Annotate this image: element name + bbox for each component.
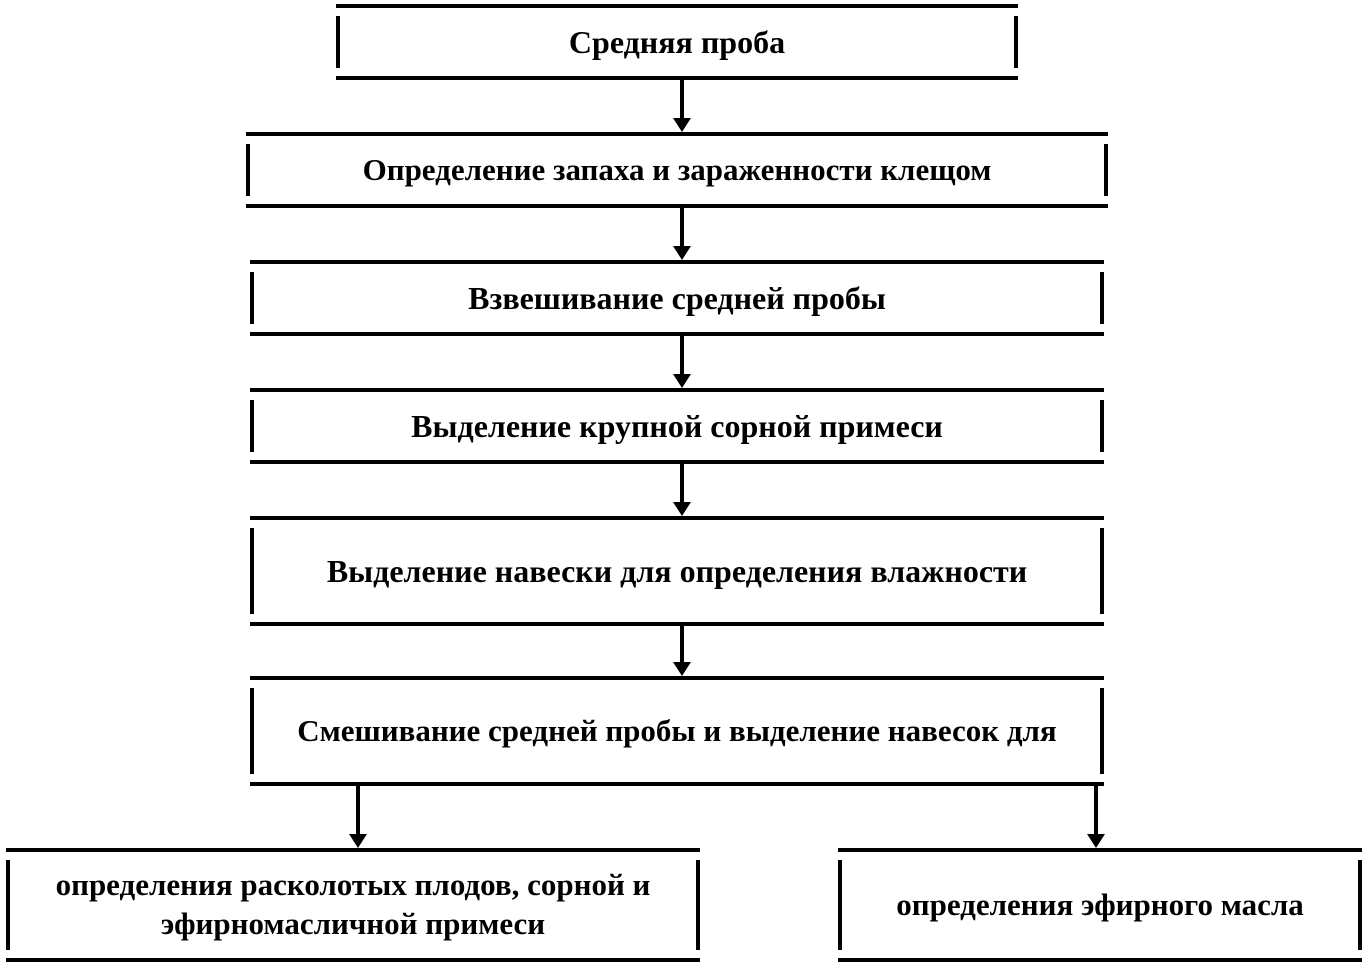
flowchart-arrow	[680, 336, 684, 374]
flowchart-canvas: Средняя проба Определение запаха и зараже…	[0, 0, 1370, 968]
flowchart-node-label: Смешивание средней пробы и выделение нав…	[250, 706, 1104, 757]
flowchart-node-label: определения эфирного масла	[838, 880, 1362, 931]
flowchart-node-label: Выделение навески для определения влажно…	[250, 545, 1104, 597]
flowchart-arrow-head	[673, 246, 691, 260]
flowchart-arrow	[680, 626, 684, 662]
flowchart-node: определения эфирного масла	[838, 848, 1362, 962]
flowchart-arrow	[356, 786, 360, 834]
flowchart-arrow-head	[349, 834, 367, 848]
flowchart-arrow-head	[673, 502, 691, 516]
flowchart-node-label: Выделение крупной сорной примеси	[250, 400, 1104, 452]
flowchart-node-label: определения расколотых плодов, сорной и …	[6, 860, 700, 950]
flowchart-node: Выделение навески для определения влажно…	[250, 516, 1104, 626]
flowchart-arrow-head	[1087, 834, 1105, 848]
flowchart-node: Выделение крупной сорной примеси	[250, 388, 1104, 464]
flowchart-arrow-head	[673, 118, 691, 132]
flowchart-arrow-head	[673, 662, 691, 676]
flowchart-node: определения расколотых плодов, сорной и …	[6, 848, 700, 962]
flowchart-node-label: Средняя проба	[336, 16, 1018, 68]
flowchart-node: Определение запаха и зараженности клещом	[246, 132, 1108, 208]
flowchart-arrow-head	[673, 374, 691, 388]
flowchart-node: Взвешивание средней пробы	[250, 260, 1104, 336]
flowchart-node-label: Определение запаха и зараженности клещом	[246, 145, 1108, 196]
flowchart-arrow	[680, 80, 684, 118]
flowchart-arrow	[680, 208, 684, 246]
flowchart-arrow	[1094, 786, 1098, 834]
flowchart-node: Средняя проба	[336, 4, 1018, 80]
flowchart-node: Смешивание средней пробы и выделение нав…	[250, 676, 1104, 786]
flowchart-arrow	[680, 464, 684, 502]
flowchart-node-label: Взвешивание средней пробы	[250, 272, 1104, 324]
